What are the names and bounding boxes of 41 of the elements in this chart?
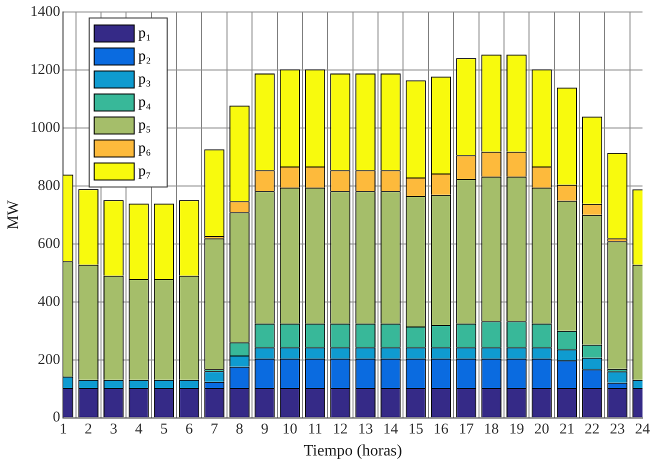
legend-label: p₃ <box>138 71 151 88</box>
x-tick-label: 6 <box>185 422 194 438</box>
x-tick-label: 12 <box>332 422 348 438</box>
x-tick-label: 1 <box>59 422 67 438</box>
y-axis-title: MW <box>4 199 22 230</box>
x-tick-label: 10 <box>282 422 298 438</box>
x-tick-label: 11 <box>308 422 322 438</box>
y-tick-label: 200 <box>38 352 60 368</box>
x-tick-label: 9 <box>260 422 268 438</box>
x-tick-label: 21 <box>559 422 574 438</box>
y-tick-label: 400 <box>38 294 60 310</box>
x-tick-label: 7 <box>210 422 219 438</box>
x-tick-label: 15 <box>408 422 424 438</box>
x-tick-label: 23 <box>610 422 625 438</box>
x-tick-label: 8 <box>236 422 244 438</box>
x-axis-title: Tiempo (horas) <box>304 442 402 460</box>
x-tick-label: 16 <box>434 422 450 438</box>
legend-label: p₄ <box>138 94 151 110</box>
legend-label: p₆ <box>138 140 151 156</box>
x-tick-label: 4 <box>135 422 144 438</box>
x-tick-label: 19 <box>509 422 524 438</box>
legend-label: p₁ <box>138 25 151 42</box>
legend-label: p₂ <box>138 48 151 64</box>
x-tick-label: 18 <box>484 422 499 438</box>
x-tick-label: 5 <box>160 422 168 438</box>
legend-label: p₅ <box>138 117 151 134</box>
x-tick-label: 2 <box>84 422 92 438</box>
y-tick-label: 800 <box>38 178 60 194</box>
x-tick-label: 17 <box>458 422 474 438</box>
x-tick-label: 14 <box>383 422 399 438</box>
legend-label: p₇ <box>138 163 151 180</box>
y-tick-label: 1000 <box>30 120 60 136</box>
x-tick-label: 3 <box>110 422 118 438</box>
y-tick-label: 0 <box>52 410 60 426</box>
y-tick-label: 600 <box>38 236 60 252</box>
x-tick-label: 13 <box>358 422 373 438</box>
y-tick-label: 1200 <box>30 62 60 78</box>
x-tick-label: 24 <box>635 422 650 438</box>
y-tick-label: 1400 <box>30 4 60 20</box>
x-tick-label: 22 <box>584 422 600 438</box>
x-tick-label: 20 <box>534 422 550 438</box>
